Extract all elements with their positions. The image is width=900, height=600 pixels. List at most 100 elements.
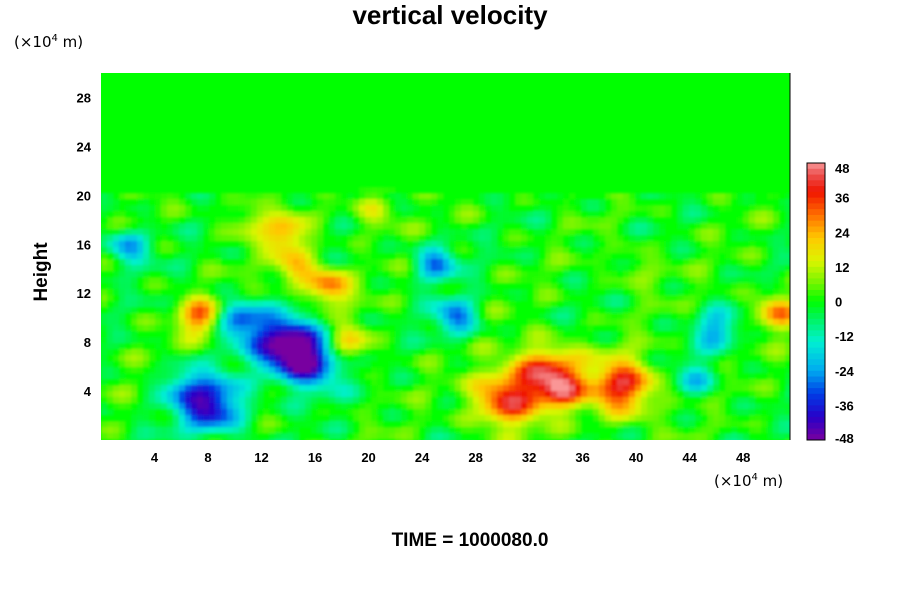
field-cell: [167, 325, 174, 332]
field-cell: [365, 361, 372, 368]
field-cell: [557, 367, 564, 374]
field-cell: [701, 403, 708, 410]
field-cell: [725, 199, 732, 206]
field-cell: [431, 247, 438, 254]
field-cell: [533, 271, 540, 278]
field-cell: [371, 373, 378, 380]
field-cell: [617, 385, 624, 392]
field-cell: [629, 217, 636, 224]
field-cell: [491, 229, 498, 236]
field-cell: [137, 223, 144, 230]
field-cell: [779, 313, 786, 320]
field-cell: [785, 229, 790, 236]
field-cell: [527, 361, 534, 368]
field-cell: [419, 289, 426, 296]
field-cell: [605, 373, 612, 380]
field-cell: [335, 229, 342, 236]
field-cell: [737, 385, 744, 392]
field-cell: [641, 337, 648, 344]
field-cell: [227, 379, 234, 386]
field-cell: [437, 241, 444, 248]
field-cell: [197, 433, 204, 440]
field-cell: [767, 295, 774, 302]
field-cell: [239, 205, 246, 212]
field-cell: [749, 373, 756, 380]
field-cell: [329, 199, 336, 206]
field-cell: [569, 337, 576, 344]
field-cell: [233, 253, 240, 260]
field-cell: [329, 301, 336, 308]
field-cell: [545, 421, 552, 428]
field-cell: [341, 265, 348, 272]
field-cell: [677, 265, 684, 272]
field-cell: [767, 385, 774, 392]
field-cell: [755, 247, 762, 254]
field-cell: [479, 247, 486, 254]
field-cell: [209, 415, 216, 422]
field-cell: [647, 247, 654, 254]
field-cell: [209, 307, 216, 314]
field-cell: [683, 325, 690, 332]
field-cell: [221, 391, 228, 398]
field-cell: [257, 403, 264, 410]
field-cell: [503, 403, 510, 410]
field-cell: [473, 295, 480, 302]
field-cell: [341, 391, 348, 398]
field-cell: [257, 439, 264, 440]
field-cell: [725, 355, 732, 362]
field-cell: [401, 313, 408, 320]
field-cell: [359, 229, 366, 236]
field-cell: [365, 265, 372, 272]
x-unit-exp: 4: [751, 472, 758, 483]
field-cell: [275, 211, 282, 218]
field-cell: [755, 223, 762, 230]
field-cell: [365, 409, 372, 416]
field-cell: [605, 439, 612, 440]
field-cell: [401, 391, 408, 398]
field-cell: [749, 193, 756, 200]
field-cell: [509, 229, 516, 236]
field-cell: [365, 319, 372, 326]
field-cell: [155, 427, 162, 434]
field-cell: [233, 343, 240, 350]
field-cell: [767, 193, 774, 200]
field-cell: [773, 385, 780, 392]
field-cell: [545, 325, 552, 332]
field-cell: [179, 325, 186, 332]
field-cell: [167, 247, 174, 254]
field-cell: [155, 247, 162, 254]
field-cell: [119, 217, 126, 224]
field-cell: [215, 433, 222, 440]
field-cell: [719, 223, 726, 230]
field-cell: [287, 409, 294, 416]
field-cell: [287, 403, 294, 410]
field-cell: [545, 415, 552, 422]
field-cell: [767, 247, 774, 254]
field-cell: [725, 373, 732, 380]
field-cell: [257, 355, 264, 362]
field-cell: [779, 433, 786, 440]
field-cell: [599, 247, 606, 254]
field-cell: [155, 433, 162, 440]
field-cell: [101, 397, 108, 404]
field-cell: [671, 325, 678, 332]
field-cell: [167, 439, 174, 440]
field-cell: [335, 211, 342, 218]
field-cell: [479, 265, 486, 272]
field-cell: [239, 247, 246, 254]
field-cell: [347, 283, 354, 290]
field-cell: [131, 277, 138, 284]
field-cell: [533, 391, 540, 398]
field-cell: [461, 439, 468, 440]
field-cell: [695, 265, 702, 272]
field-cell: [437, 439, 444, 440]
field-cell: [773, 253, 780, 260]
field-cell: [251, 271, 258, 278]
field-cell: [629, 349, 636, 356]
field-cell: [491, 343, 498, 350]
field-cell: [629, 199, 636, 206]
field-cell: [719, 331, 726, 338]
field-cell: [623, 319, 630, 326]
field-cell: [611, 289, 618, 296]
field-cell: [785, 409, 790, 416]
